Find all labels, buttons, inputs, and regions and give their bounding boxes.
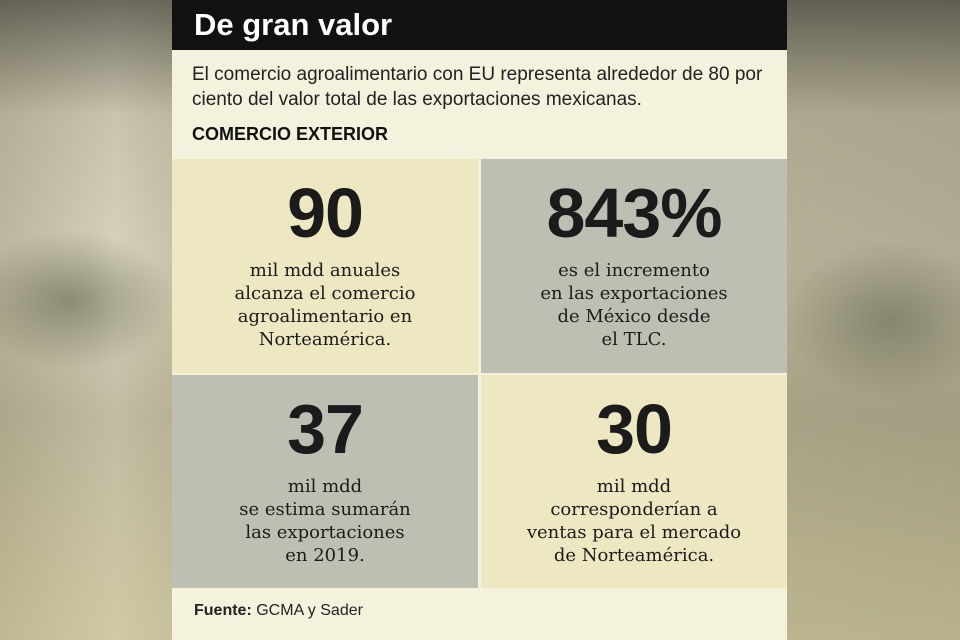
stat-description: mil mdd anuales alcanza el comercio agro… (234, 260, 416, 350)
title-bar: De gran valor (172, 0, 787, 50)
stat-box-north-america-sales: 30 mil mdd corresponderían a ventas para… (481, 375, 787, 588)
source-label: Fuente: (194, 602, 252, 619)
stat-value: 30 (596, 390, 673, 468)
source-note: Fuente: GCMA y Sader (194, 600, 363, 622)
stat-value: 90 (287, 174, 364, 252)
stat-value: 843% (546, 174, 722, 252)
stat-box-exports-2019: 37 mil mdd se estima sumarán las exporta… (172, 375, 478, 588)
page-title: De gran valor (194, 7, 393, 42)
stat-value: 37 (287, 390, 364, 468)
stat-description: mil mdd corresponderían a ventas para el… (526, 476, 742, 566)
intro-text: El comercio agroalimentario con EU repre… (192, 64, 763, 110)
stat-description: es el incremento en las exportaciones de… (540, 260, 728, 350)
stat-description: mil mdd se estima sumarán las exportacio… (239, 476, 411, 566)
source-text: GCMA y Sader (256, 602, 363, 619)
stat-box-annual-trade: 90 mil mdd anuales alcanza el comercio a… (172, 159, 478, 373)
section-title: COMERCIO EXTERIOR (192, 124, 389, 144)
infographic-card: De gran valor El comercio agroalimentari… (172, 0, 787, 640)
stat-box-export-increase: 843% es el incremento en las exportacion… (481, 159, 787, 373)
